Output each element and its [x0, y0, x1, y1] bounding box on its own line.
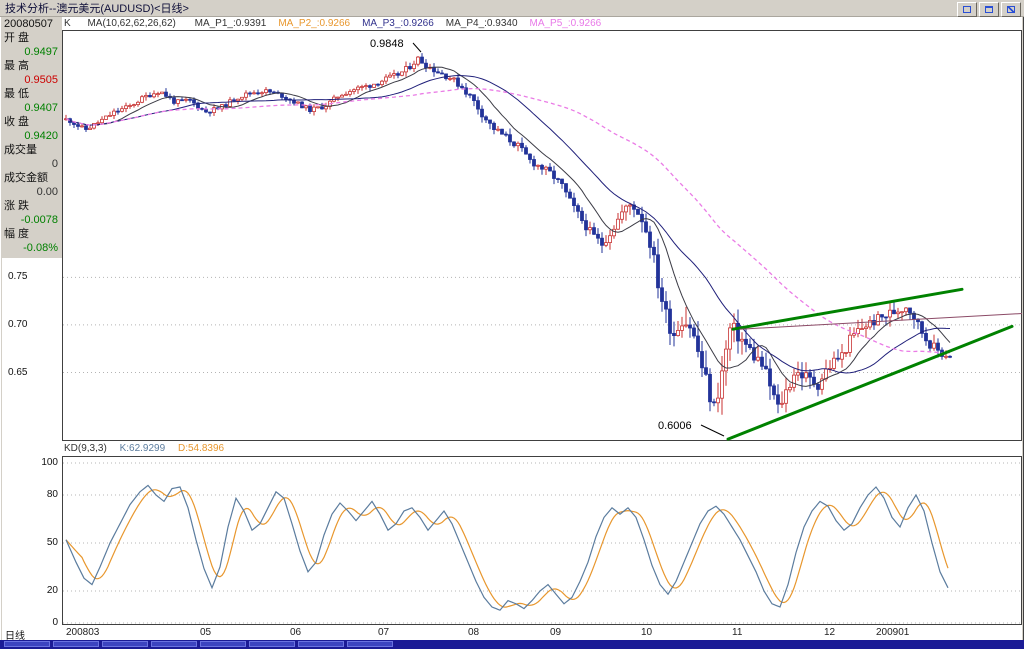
quote-field-value: 0.9497 [24, 46, 58, 58]
ma-line-62 [65, 87, 951, 354]
x-axis-tick: 12 [824, 627, 836, 638]
quote-field-value: -0.0078 [20, 214, 58, 226]
x-axis-tick: 06 [290, 627, 302, 638]
price-annotation: 0.9848 [370, 38, 404, 50]
ma-value: MA_P3_:0.9266 [362, 18, 434, 29]
quote-field-value: 0.9420 [24, 130, 58, 142]
x-axis-tick: 200901 [876, 627, 910, 638]
ma-values: MA_P1_:0.9391 MA_P2_:0.9266 MA_P3_:0.9266 M… [195, 18, 614, 29]
quote-date: 20080507 [4, 18, 53, 30]
kd-d-value: D:54.8396 [177, 443, 225, 454]
quote-field-label: 收 盘 [4, 116, 30, 128]
price-chart[interactable]: 0.9848 0.6006 [62, 30, 1023, 441]
candles-group [64, 53, 952, 415]
status-segment[interactable] [151, 641, 197, 647]
status-segment[interactable] [53, 641, 99, 647]
annotation-pointer [700, 424, 725, 437]
quote-field-label: 开 盘 [4, 32, 30, 44]
ma-line-10 [65, 66, 951, 387]
quote-rows: 开 盘 0.9497 最 高 0.9505 最 低 0.9407 收 盘 0.9420 成交量 0… [2, 31, 62, 255]
indicator-header: K MA(10,62,62,26,62) MA_P1_:0.9391 MA_P2_… [62, 17, 1022, 30]
ma-value: MA_P5_:0.9266 [529, 18, 602, 29]
x-axis-tick: 09 [550, 627, 562, 638]
status-segment[interactable] [4, 641, 50, 647]
ma-value: MA_P2_:0.9266 [278, 18, 351, 29]
quote-field-value: -0.08% [23, 242, 58, 254]
quote-field-value: 0.00 [36, 186, 58, 198]
quote-field-value: 0.9505 [24, 74, 58, 86]
quote-panel: 20080507 开 盘 0.9497 最 高 0.9505 最 低 0.9407 收 盘 0… [2, 17, 62, 258]
kd-chart[interactable] [62, 456, 1022, 625]
window-controls [957, 2, 1021, 17]
quote-field-label: 幅 度 [4, 228, 30, 240]
close-icon[interactable] [1001, 2, 1021, 17]
restore-icon[interactable] [979, 2, 999, 17]
status-segment[interactable] [249, 641, 295, 647]
quote-field-label: 成交量 [4, 144, 37, 156]
x-axis-tick: 07 [378, 627, 390, 638]
status-segment[interactable] [298, 641, 344, 647]
chart-canvas-background [2, 17, 1022, 640]
kd-k-value: K:62.9299 [119, 443, 166, 454]
window-title: 技术分析--澳元美元(AUDUSD)<日线> [5, 3, 189, 15]
quote-field-label: 成交金额 [4, 172, 48, 184]
x-axis-tick: 05 [200, 627, 212, 638]
status-segment[interactable] [347, 641, 393, 647]
wedge-lower-trendline[interactable] [726, 324, 1014, 441]
x-axis-tick: 08 [468, 627, 480, 638]
quote-field-value: 0 [51, 158, 58, 170]
period-label: 日线 [5, 631, 25, 642]
ma-settings-label: MA(10,62,62,26,62) [87, 18, 176, 29]
projection-line[interactable] [739, 313, 1023, 330]
quote-field-label: 最 高 [4, 60, 30, 72]
status-bar [0, 640, 1024, 649]
status-segment[interactable] [102, 641, 148, 647]
x-axis-tick: 200803 [66, 627, 100, 638]
ma-value: MA_P4_:0.9340 [445, 18, 518, 29]
title-bar: 技术分析--澳元美元(AUDUSD)<日线> [0, 0, 1024, 17]
x-axis-tick: 10 [641, 627, 653, 638]
quote-field-value: 0.9407 [24, 102, 58, 114]
quote-field-label: 最 低 [4, 88, 30, 100]
k-line [65, 484, 949, 611]
ma-value: MA_P1_:0.9391 [194, 18, 267, 29]
x-axis: 日线 200803 05 06 07 08 09 10 11 12 200901 [0, 626, 1024, 642]
kd-plot-border [62, 456, 1022, 625]
quote-field-label: 涨 跌 [4, 200, 30, 212]
ma-line-26 [65, 74, 951, 374]
d-line [65, 489, 949, 608]
kd-settings-label: KD(9,3,3) [64, 443, 107, 454]
k-chart-label: K [64, 18, 71, 29]
annotation-pointer [412, 42, 422, 53]
minimize-icon[interactable] [957, 2, 977, 17]
wedge-upper-trendline[interactable] [731, 287, 964, 331]
kd-header: KD(9,3,3) K:62.9299 D:54.8396 [62, 441, 1022, 456]
price-annotation: 0.6006 [658, 420, 692, 432]
status-segment[interactable] [200, 641, 246, 647]
price-plot-border [62, 30, 1022, 441]
x-axis-tick: 11 [732, 627, 743, 638]
